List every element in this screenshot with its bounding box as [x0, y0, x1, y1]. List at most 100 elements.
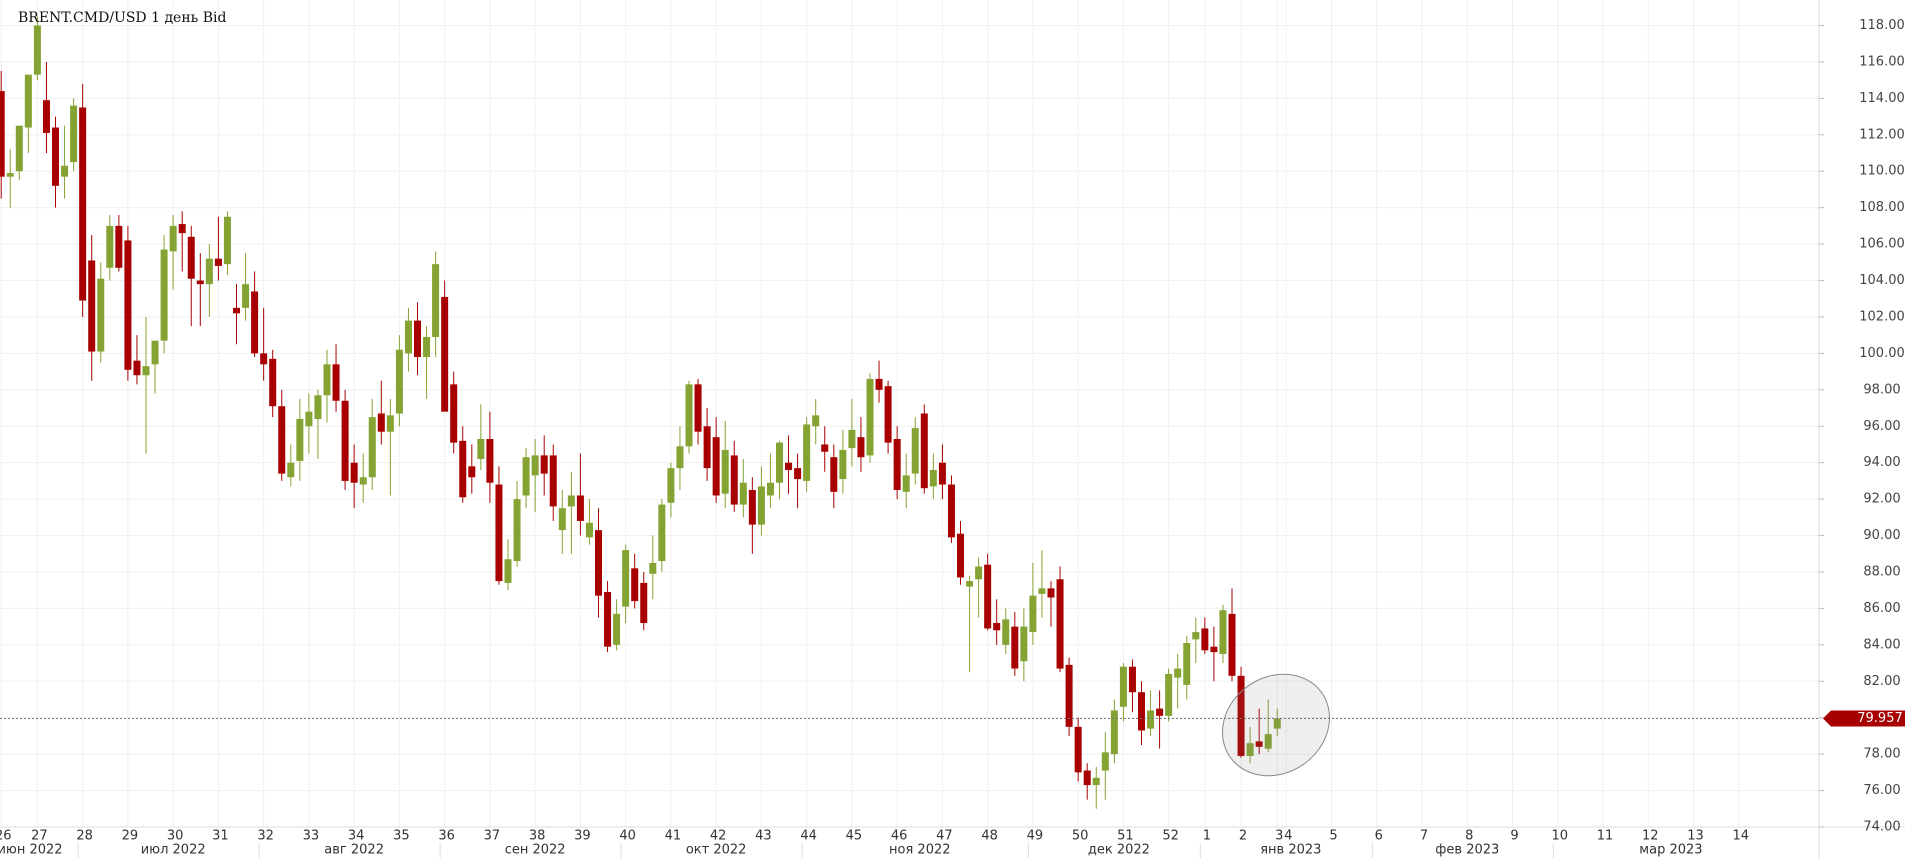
candle-body	[1264, 734, 1272, 749]
month-label: мар 2023	[1639, 843, 1702, 858]
candle-body	[522, 457, 530, 496]
candle-body	[595, 530, 602, 596]
candle-body	[1011, 626, 1019, 669]
candle-body	[97, 278, 105, 352]
week-label: 28	[76, 829, 93, 844]
week-label: 1	[1203, 829, 1211, 844]
candles	[0, 16, 1281, 809]
candle-body	[1083, 770, 1091, 786]
candle-body	[1047, 588, 1055, 598]
candle-body	[1020, 626, 1028, 662]
candle-body	[404, 320, 412, 354]
candle-body	[757, 486, 765, 525]
candle-body	[866, 378, 874, 456]
candle-body	[70, 105, 78, 163]
candle-body	[685, 384, 693, 447]
y-tick-label: 100.00	[1859, 346, 1905, 361]
candle-body	[251, 291, 259, 354]
week-label: 47	[936, 829, 953, 844]
candle-body	[785, 462, 793, 470]
week-label: 45	[846, 829, 863, 844]
candle-body	[667, 468, 675, 503]
week-label: 46	[891, 829, 908, 844]
y-tick-label: 116.00	[1859, 54, 1905, 69]
candle-body	[812, 415, 820, 427]
candle-body	[631, 568, 639, 602]
candle-body	[1074, 726, 1082, 773]
candle-body	[441, 296, 449, 412]
candle-body	[1138, 692, 1145, 731]
candle-body	[133, 360, 141, 376]
candle-body	[124, 240, 132, 370]
candle-body	[214, 258, 222, 266]
candle-body	[712, 437, 720, 496]
candle-body	[15, 125, 23, 172]
candle-body	[1237, 675, 1245, 756]
y-tick-label: 86.00	[1863, 601, 1900, 616]
chart-title: BRENT.CMD/USD 1 день Bid	[18, 10, 227, 26]
y-tick-label: 112.00	[1859, 127, 1905, 142]
candle-body	[884, 386, 892, 443]
candle-body	[260, 353, 268, 365]
week-label: 9	[1510, 829, 1518, 844]
candle-body	[160, 249, 168, 341]
candle-body	[386, 415, 394, 432]
week-label: 26	[0, 829, 11, 844]
week-label: 40	[619, 829, 636, 844]
candle-body	[450, 384, 458, 443]
candle-body	[178, 224, 186, 234]
week-label: 5	[1329, 829, 1337, 844]
highlight-ellipse	[1221, 673, 1331, 777]
month-label: июл 2022	[141, 843, 206, 858]
candle-body	[323, 364, 331, 396]
candle-body	[576, 495, 584, 521]
candle-body	[703, 426, 711, 469]
candle-body	[1246, 743, 1254, 756]
candle-body	[169, 225, 177, 252]
candle-body	[947, 484, 955, 538]
candle-body	[223, 216, 231, 265]
candle-body	[106, 225, 114, 268]
last-price-label: 79.957	[1857, 711, 1903, 726]
candle-body	[196, 280, 204, 285]
candle-body	[730, 455, 738, 505]
candle-body	[694, 384, 702, 432]
y-tick-label: 74.00	[1863, 820, 1900, 835]
candle-body	[52, 127, 59, 186]
week-label: 33	[303, 829, 320, 844]
week-label: 30	[167, 829, 184, 844]
candle-body	[115, 225, 123, 268]
candle-body	[377, 413, 385, 432]
y-tick-label: 96.00	[1863, 419, 1900, 434]
candle-body	[296, 418, 304, 461]
candle-body	[1219, 610, 1227, 654]
week-label: 38	[529, 829, 546, 844]
candle-body	[1038, 588, 1046, 594]
candle-body	[776, 442, 783, 483]
candle-body	[368, 417, 376, 478]
week-label: 50	[1072, 829, 1089, 844]
candle-body	[287, 462, 295, 478]
y-tick-label: 110.00	[1859, 164, 1905, 179]
candle-body	[305, 411, 313, 427]
candle-body	[486, 439, 494, 483]
candle-body	[278, 406, 286, 474]
candle-body	[531, 455, 539, 476]
candle-body	[1201, 628, 1209, 651]
candle-body	[477, 439, 485, 460]
month-label: июн 2022	[0, 843, 63, 858]
candle-body	[88, 260, 96, 352]
last-price-tag	[1823, 710, 1905, 727]
candle-body	[332, 364, 340, 401]
month-label: янв 2023	[1260, 843, 1321, 858]
month-label: авг 2022	[324, 843, 384, 858]
candle-body	[1192, 632, 1200, 640]
candle-body	[269, 358, 277, 407]
week-label: 51	[1117, 829, 1134, 844]
candle-body	[205, 258, 213, 285]
candle-body	[938, 462, 946, 485]
candle-body	[748, 490, 756, 525]
week-label: 43	[755, 829, 772, 844]
week-label: 2	[1239, 829, 1247, 844]
candle-body	[513, 499, 521, 562]
